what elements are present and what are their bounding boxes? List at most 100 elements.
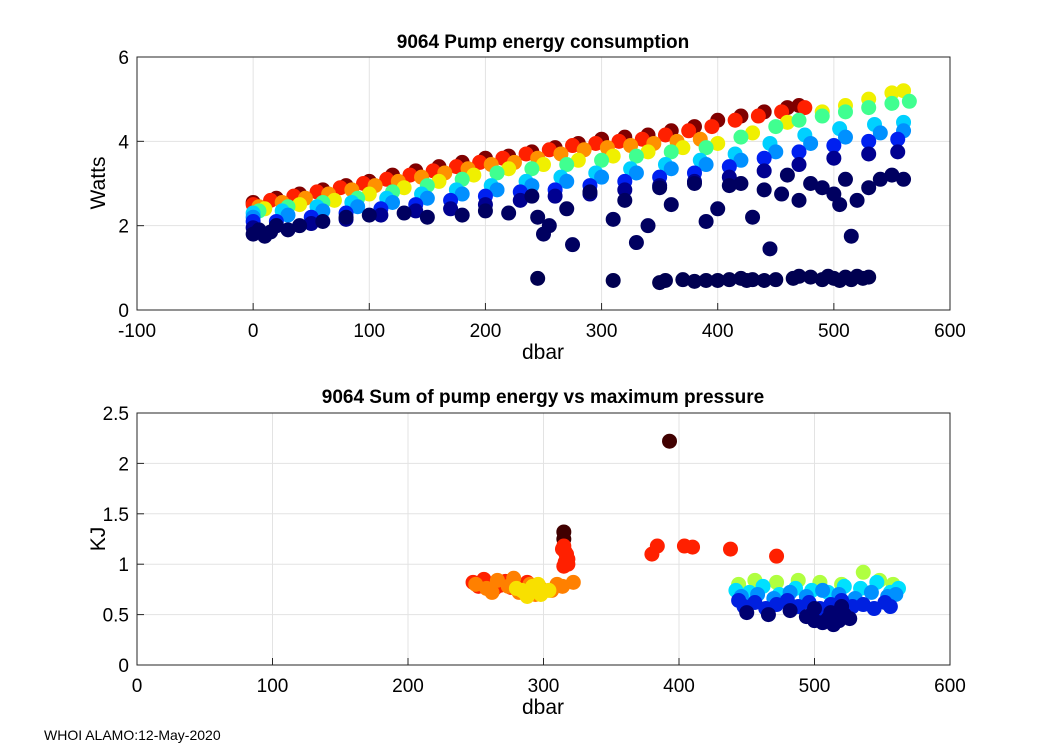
x-tick-label: 600: [934, 676, 966, 697]
data-point: [704, 119, 720, 135]
data-point: [560, 556, 576, 572]
data-point: [750, 108, 766, 124]
data-point: [565, 574, 581, 590]
chart-title: 9064 Pump energy consumption: [397, 32, 689, 53]
x-tick-label: 0: [132, 676, 143, 697]
data-point: [698, 272, 714, 288]
data-point: [791, 192, 807, 208]
data-point: [901, 93, 917, 109]
data-point: [797, 100, 813, 116]
data-point: [733, 129, 749, 145]
data-point: [884, 95, 900, 111]
data-point: [769, 574, 785, 590]
data-point: [657, 127, 673, 143]
data-point: [888, 586, 904, 602]
data-point: [884, 167, 900, 183]
data-point: [524, 188, 540, 204]
data-point: [663, 161, 679, 177]
y-axis-label: KJ: [87, 527, 110, 552]
data-point: [396, 205, 412, 221]
data-point: [861, 269, 877, 285]
y-tick-label: 1.5: [103, 505, 129, 526]
data-point: [448, 159, 464, 175]
data-point: [739, 605, 755, 621]
data-point: [373, 207, 389, 223]
data-point: [559, 157, 575, 173]
x-tick-label: 100: [257, 676, 289, 697]
data-point: [872, 171, 888, 187]
data-point: [617, 192, 633, 208]
data-point: [303, 216, 319, 232]
data-point: [686, 273, 702, 289]
series-red-band: [245, 100, 813, 213]
data-point: [721, 178, 737, 194]
data-point: [338, 209, 354, 225]
data-point: [652, 180, 668, 196]
data-point: [769, 548, 785, 564]
data-point: [745, 272, 761, 288]
data-point: [675, 140, 691, 156]
x-tick-labels: 0 100 200 300 400 500 600: [132, 658, 966, 697]
data-point: [803, 269, 819, 285]
data-point: [408, 203, 424, 219]
data-point: [588, 135, 604, 151]
panel-sum-energy: 9064 Sum of pump energy vs maximum press…: [87, 387, 966, 719]
data-point: [570, 152, 586, 168]
y-tick-label: 0: [118, 301, 129, 322]
data-point: [756, 182, 772, 198]
x-tick-label: 100: [353, 321, 385, 342]
y-tick-label: 2.5: [103, 404, 129, 425]
data-point: [662, 433, 678, 449]
y-tick-labels: 0 0.5 1 1.5 2 2.5: [103, 404, 144, 677]
data-point: [745, 209, 761, 225]
y-tick-label: 6: [118, 48, 129, 69]
data-point: [791, 112, 807, 128]
data-point: [832, 197, 848, 213]
series-light-blue-band: [245, 123, 912, 225]
chart-title: 9064 Sum of pump energy vs maximum press…: [322, 387, 764, 408]
data-point: [280, 222, 296, 238]
x-tick-label: 300: [586, 321, 618, 342]
data-point: [849, 192, 865, 208]
data-point: [605, 272, 621, 288]
data-point: [315, 213, 331, 229]
data-point: [814, 180, 830, 196]
data-point: [489, 182, 505, 198]
x-tick-label: 0: [248, 321, 259, 342]
data-point: [855, 564, 871, 580]
data-point: [484, 584, 500, 600]
y-tick-label: 2: [118, 454, 129, 475]
data-point: [727, 112, 743, 128]
data-point: [361, 186, 377, 202]
data-point: [779, 114, 795, 130]
plot-border: [136, 56, 951, 311]
data-point: [791, 268, 807, 284]
x-tick-label: 200: [470, 321, 502, 342]
data-point: [803, 176, 819, 191]
data-point: [634, 131, 650, 147]
data-point: [512, 192, 528, 208]
data-point: [617, 182, 633, 198]
data-point: [443, 201, 459, 217]
data-point: [843, 228, 859, 244]
data-point: [315, 203, 331, 219]
data-point: [774, 186, 790, 202]
data-point: [722, 541, 738, 557]
data-point: [477, 203, 493, 219]
data-point: [837, 104, 853, 120]
data-point: [594, 152, 610, 168]
x-tick-label: 300: [528, 676, 560, 697]
series-yellow: [508, 576, 557, 604]
data-point: [268, 218, 284, 234]
data-point: [733, 176, 749, 191]
data-point: [640, 144, 656, 160]
data-point: [756, 163, 772, 179]
data-point: [896, 171, 912, 187]
data-point: [663, 197, 679, 213]
data-point: [649, 538, 665, 554]
data-point: [361, 207, 377, 223]
x-axis-label: dbar: [522, 341, 564, 364]
data-point: [541, 142, 557, 158]
data-point: [863, 584, 879, 600]
data-point: [791, 144, 807, 160]
